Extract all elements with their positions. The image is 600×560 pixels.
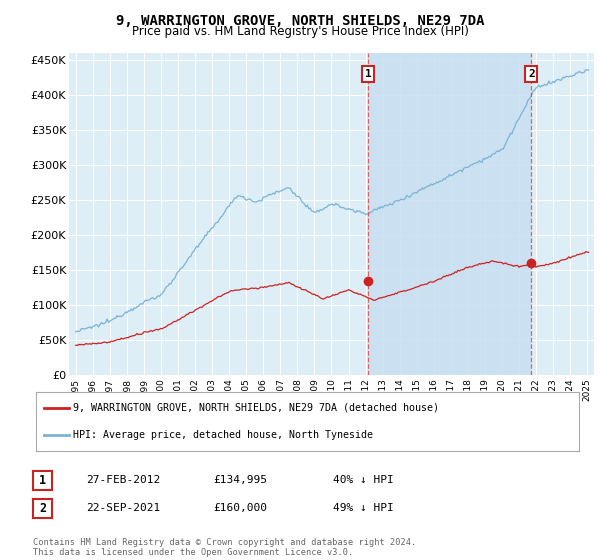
Text: 2: 2: [39, 502, 46, 515]
Text: 2: 2: [528, 69, 535, 79]
Text: 40% ↓ HPI: 40% ↓ HPI: [333, 475, 394, 486]
Text: 9, WARRINGTON GROVE, NORTH SHIELDS, NE29 7DA: 9, WARRINGTON GROVE, NORTH SHIELDS, NE29…: [116, 14, 484, 28]
Bar: [368, 53, 531, 375]
Text: 22-SEP-2021: 22-SEP-2021: [86, 503, 160, 514]
Text: 27-FEB-2012: 27-FEB-2012: [86, 475, 160, 486]
Text: 1: 1: [365, 69, 371, 79]
Text: Price paid vs. HM Land Registry's House Price Index (HPI): Price paid vs. HM Land Registry's House …: [131, 25, 469, 38]
Text: 49% ↓ HPI: 49% ↓ HPI: [333, 503, 394, 514]
Text: £134,995: £134,995: [213, 475, 267, 486]
Text: 1: 1: [39, 474, 46, 487]
Text: Contains HM Land Registry data © Crown copyright and database right 2024.
This d: Contains HM Land Registry data © Crown c…: [33, 538, 416, 557]
Text: £160,000: £160,000: [213, 503, 267, 514]
Text: HPI: Average price, detached house, North Tyneside: HPI: Average price, detached house, Nort…: [73, 430, 373, 440]
Text: 9, WARRINGTON GROVE, NORTH SHIELDS, NE29 7DA (detached house): 9, WARRINGTON GROVE, NORTH SHIELDS, NE29…: [73, 403, 439, 413]
